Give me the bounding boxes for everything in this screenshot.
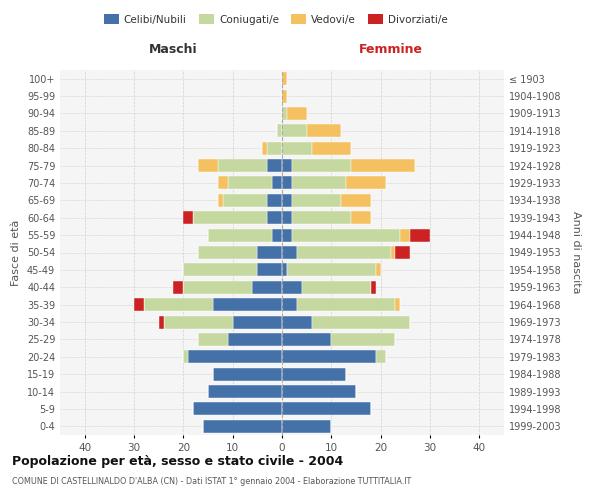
Bar	[282, 298, 297, 311]
Bar	[184, 350, 188, 364]
Bar	[213, 298, 282, 311]
Text: Maschi: Maschi	[149, 43, 198, 56]
Bar	[282, 385, 356, 398]
Bar	[184, 280, 253, 294]
Bar	[297, 246, 391, 259]
Bar	[391, 246, 395, 259]
Bar	[267, 211, 282, 224]
Bar	[311, 316, 410, 328]
Bar	[267, 142, 282, 154]
Bar	[292, 159, 351, 172]
Bar	[213, 368, 282, 380]
Bar	[203, 420, 282, 433]
Bar	[292, 211, 351, 224]
Bar	[144, 298, 213, 311]
Bar	[297, 298, 395, 311]
Bar	[292, 194, 341, 207]
Bar	[282, 194, 292, 207]
Bar	[188, 350, 282, 364]
Bar	[282, 333, 331, 346]
Bar	[208, 385, 282, 398]
Bar	[277, 124, 282, 138]
Bar	[341, 194, 371, 207]
Bar	[371, 280, 376, 294]
Bar	[331, 333, 395, 346]
Bar	[193, 402, 282, 415]
Bar	[282, 142, 311, 154]
Bar	[395, 298, 400, 311]
Bar	[223, 194, 267, 207]
Bar	[208, 228, 272, 241]
Bar	[287, 107, 307, 120]
Bar	[376, 350, 386, 364]
Bar	[184, 211, 193, 224]
Bar	[282, 420, 331, 433]
Bar	[282, 124, 307, 138]
Bar	[218, 159, 267, 172]
Bar	[218, 194, 223, 207]
Bar	[218, 176, 228, 190]
Bar	[410, 228, 430, 241]
Bar	[257, 264, 282, 276]
Bar	[257, 246, 282, 259]
Bar	[287, 264, 376, 276]
Bar	[282, 176, 292, 190]
Y-axis label: Anni di nascita: Anni di nascita	[571, 211, 581, 294]
Bar	[282, 316, 311, 328]
Bar	[292, 228, 400, 241]
Bar	[311, 142, 351, 154]
Bar	[228, 176, 272, 190]
Bar	[282, 280, 302, 294]
Text: COMUNE DI CASTELLINALDO D'ALBA (CN) - Dati ISTAT 1° gennaio 2004 - Elaborazione : COMUNE DI CASTELLINALDO D'ALBA (CN) - Da…	[12, 478, 411, 486]
Bar	[302, 280, 371, 294]
Text: Femmine: Femmine	[359, 43, 422, 56]
Bar	[267, 159, 282, 172]
Text: Popolazione per età, sesso e stato civile - 2004: Popolazione per età, sesso e stato civil…	[12, 455, 343, 468]
Bar	[164, 316, 233, 328]
Bar	[346, 176, 386, 190]
Bar	[267, 194, 282, 207]
Bar	[253, 280, 282, 294]
Bar	[198, 159, 218, 172]
Bar	[173, 280, 184, 294]
Bar	[282, 90, 287, 102]
Bar	[282, 402, 371, 415]
Bar	[272, 176, 282, 190]
Y-axis label: Fasce di età: Fasce di età	[11, 220, 21, 286]
Bar	[184, 264, 257, 276]
Bar	[233, 316, 282, 328]
Bar	[351, 159, 415, 172]
Bar	[198, 246, 257, 259]
Bar	[282, 368, 346, 380]
Bar	[228, 333, 282, 346]
Legend: Celibi/Nubili, Coniugati/e, Vedovi/e, Divorziati/e: Celibi/Nubili, Coniugati/e, Vedovi/e, Di…	[100, 10, 452, 29]
Bar	[158, 316, 164, 328]
Bar	[198, 333, 228, 346]
Bar	[282, 159, 292, 172]
Bar	[282, 350, 376, 364]
Bar	[395, 246, 410, 259]
Bar	[262, 142, 267, 154]
Bar	[282, 211, 292, 224]
Bar	[307, 124, 341, 138]
Bar	[351, 211, 371, 224]
Bar	[272, 228, 282, 241]
Bar	[282, 246, 297, 259]
Bar	[282, 72, 287, 85]
Bar	[193, 211, 267, 224]
Bar	[282, 264, 287, 276]
Bar	[282, 228, 292, 241]
Bar	[400, 228, 410, 241]
Bar	[282, 107, 287, 120]
Bar	[134, 298, 144, 311]
Bar	[292, 176, 346, 190]
Bar	[376, 264, 380, 276]
